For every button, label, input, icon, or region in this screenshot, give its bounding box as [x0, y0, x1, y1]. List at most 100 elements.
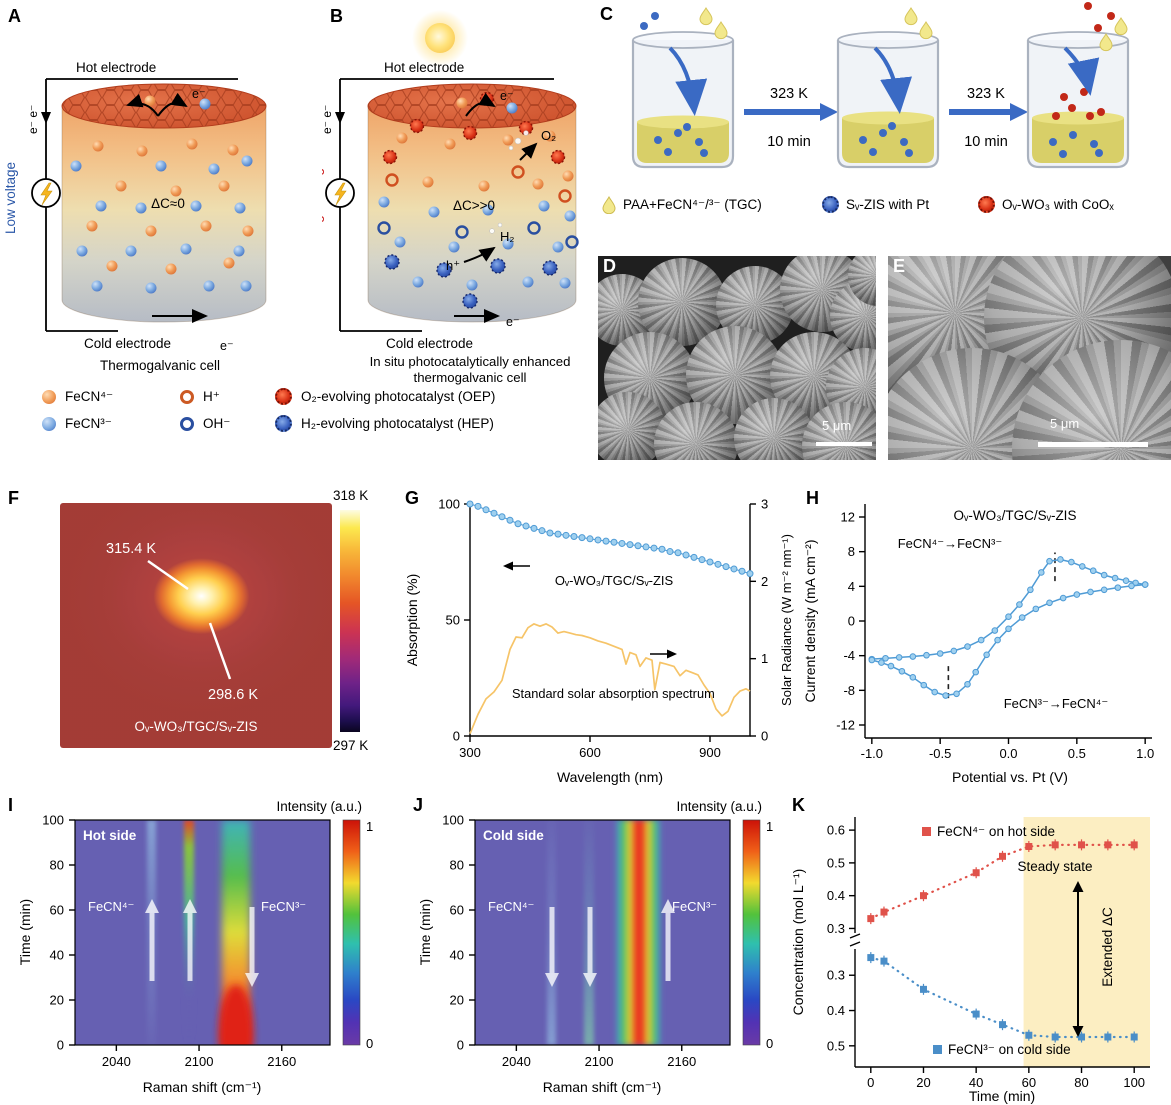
- fecn4-ions-a: [86, 95, 254, 275]
- legend-label: FeCN⁴⁻: [65, 388, 114, 404]
- synthesis-scheme: 323 K 10 min 323 K 10 min: [631, 2, 1130, 169]
- delta-c-label-b: ΔC>>0: [453, 198, 495, 213]
- zis-particles: [1049, 131, 1103, 158]
- voltage-label-a: Low voltage: [3, 162, 18, 234]
- hot-electrode-label-a: Hot electrode: [76, 60, 156, 75]
- panel-e-sem-image: E 5 μm: [888, 256, 1171, 460]
- fecn4-icon: [42, 389, 56, 404]
- fecn3-band-label: FeCN³⁻: [672, 899, 717, 914]
- current-arrow-a: [41, 112, 51, 124]
- scale-bar: [1038, 442, 1148, 447]
- zis-particles: [859, 122, 913, 157]
- svg-text:1.0: 1.0: [1136, 746, 1154, 761]
- electron-label-bottom-b: e⁻: [506, 315, 520, 329]
- caption-b-line1: In situ photocatalytically enhanced: [370, 354, 571, 369]
- svg-text:50: 50: [446, 613, 460, 628]
- step1-duration: 10 min: [767, 134, 811, 150]
- concentration-time-chart: 0 20 40 60 80 100 0.6 0.5 0.4 0.3 0.3 0.4 0.5 Time (…: [790, 817, 1150, 1104]
- legend-item-hplus: H⁺: [180, 388, 275, 405]
- svg-text:2040: 2040: [102, 1054, 131, 1069]
- legend-marker-hot: [922, 827, 931, 836]
- colorbar-max-temp: 318 K: [333, 488, 369, 503]
- x-axis-label: Wavelength (nm): [557, 769, 663, 785]
- zis-particles: [640, 12, 708, 157]
- legend-label: PAA+FeCN⁴⁻/³⁻ (TGC): [623, 197, 762, 212]
- fecn3-ions-a: [70, 98, 253, 294]
- hot-spot-pointer: [147, 559, 189, 591]
- panel-label-c: C: [600, 4, 613, 24]
- scale-bar: [816, 442, 872, 446]
- absorption-solar-chart: 300 600 900 0 50 100 0 1 2 3 Wavelength (nm) Abso…: [404, 497, 794, 786]
- x-axis-label: Raman shift (cm⁻¹): [543, 1079, 662, 1095]
- svg-text:20: 20: [450, 993, 464, 1008]
- oxidation-label: FeCN⁴⁻→FeCN³⁻: [898, 536, 1003, 551]
- chart-plot-area: -1.0 -0.5 0.0 0.5 1.0 12 8 4 0 -4 -8 -12: [836, 504, 1154, 761]
- droplet-icon: [602, 196, 616, 214]
- solar-annotation: Standard solar absorption spectrum: [512, 686, 715, 701]
- svg-text:12: 12: [841, 510, 855, 525]
- svg-text:40: 40: [450, 948, 464, 963]
- heatmap-frame: [474, 819, 731, 1046]
- legend-label: H⁺: [203, 388, 220, 404]
- svg-text:2160: 2160: [667, 1054, 696, 1069]
- chart-plot-area: 300 600 900 0 50 100 0 1 2 3: [438, 497, 768, 761]
- thermal-annotations: 315.4 K 298.6 K Oᵥ-WO₃/TGC/Sᵥ-ZIS: [106, 541, 258, 734]
- panel-b-photo-enhanced-cell: B Hot electrode e⁻ e⁻ High voltage ΔC>>0…: [322, 0, 612, 390]
- extended-dc-label: Extended ΔC: [1100, 907, 1115, 987]
- svg-text:20: 20: [50, 993, 64, 1008]
- svg-text:0.3: 0.3: [827, 921, 845, 936]
- reaction-arrows-b: [454, 92, 538, 323]
- right-axis-arrow: [650, 649, 677, 659]
- voltage-label-b: High voltage: [322, 160, 324, 235]
- hot-spot-temperature: 315.4 K: [106, 541, 156, 557]
- panel-k-concentration-chart: K 0 20 40 60 80 100 0.6 0.5 0.4 0.3 0.3 0.4 0.5 Time…: [790, 795, 1171, 1105]
- legend-label: H₂-evolving photocatalyst (HEP): [301, 416, 494, 431]
- panel-label-g: G: [405, 488, 420, 508]
- scale-bar-label: 5 μm: [1050, 416, 1080, 431]
- step2-duration: 10 min: [964, 134, 1008, 150]
- fecn3-icon: [42, 416, 56, 431]
- gas-bubbles: [489, 130, 529, 234]
- svg-text:40: 40: [50, 948, 64, 963]
- lightning-bolt-icon: [40, 182, 53, 206]
- delta-c-label-a: ΔC≈0: [151, 196, 185, 211]
- electron-flow-label-a: e⁻ e⁻: [26, 105, 40, 134]
- reduction-label: FeCN³⁻→FeCN⁴⁻: [1004, 696, 1109, 711]
- panel-j-raman-cold: J Intensity (a.u.) Cold side FeCN⁴⁻ FeCN…: [400, 795, 795, 1105]
- cold-spot-temperature: 298.6 K: [208, 687, 258, 703]
- legend-item-zis: Sᵥ-ZIS with Pt: [822, 196, 929, 213]
- svg-text:0.0: 0.0: [999, 746, 1017, 761]
- solar-spectrum-curve: [469, 623, 751, 735]
- svg-text:1: 1: [761, 651, 768, 666]
- panel-label-h: H: [806, 488, 819, 508]
- cell-cylinder-b: [367, 83, 577, 323]
- electron-label-top-a: e⁻: [192, 87, 206, 101]
- panel-label-b: B: [330, 6, 343, 26]
- cold-electrode-label-a: Cold electrode: [84, 336, 171, 351]
- svg-text:80: 80: [450, 858, 464, 873]
- trend-bottom: [869, 956, 1136, 1039]
- svg-text:0: 0: [453, 729, 460, 744]
- svg-text:0: 0: [57, 1038, 64, 1053]
- svg-text:8: 8: [848, 544, 855, 559]
- steady-state-label: Steady state: [1017, 859, 1092, 874]
- colorbar-title: Intensity (a.u.): [676, 799, 762, 814]
- proton-icon: [180, 389, 194, 404]
- legend-label: Oᵥ-WO₃ with CoOₓ: [1002, 197, 1114, 212]
- panel-g-absorption-chart: G 300 600 900 0 50 100 0 1 2 3 Wavelength (nm) Ab…: [400, 486, 800, 796]
- temperature-colorbar: [340, 510, 360, 732]
- legend-item-oh: OH⁻: [180, 415, 275, 432]
- step-arrow-1: [744, 103, 838, 121]
- svg-text:0.4: 0.4: [827, 888, 845, 903]
- svg-text:4: 4: [848, 579, 855, 594]
- lightning-bolt-icon: [334, 182, 347, 206]
- beaker-1: [631, 7, 735, 169]
- hydrogen-label: H₂: [500, 229, 514, 244]
- legend-label: Sᵥ-ZIS with Pt: [846, 197, 930, 212]
- panel-label-d: D: [603, 256, 616, 276]
- caption-b-line2: thermogalvanic cell: [414, 370, 527, 385]
- sample-name: Oᵥ-WO₃/TGC/Sᵥ-ZIS: [954, 508, 1077, 523]
- svg-text:0.6: 0.6: [827, 823, 845, 838]
